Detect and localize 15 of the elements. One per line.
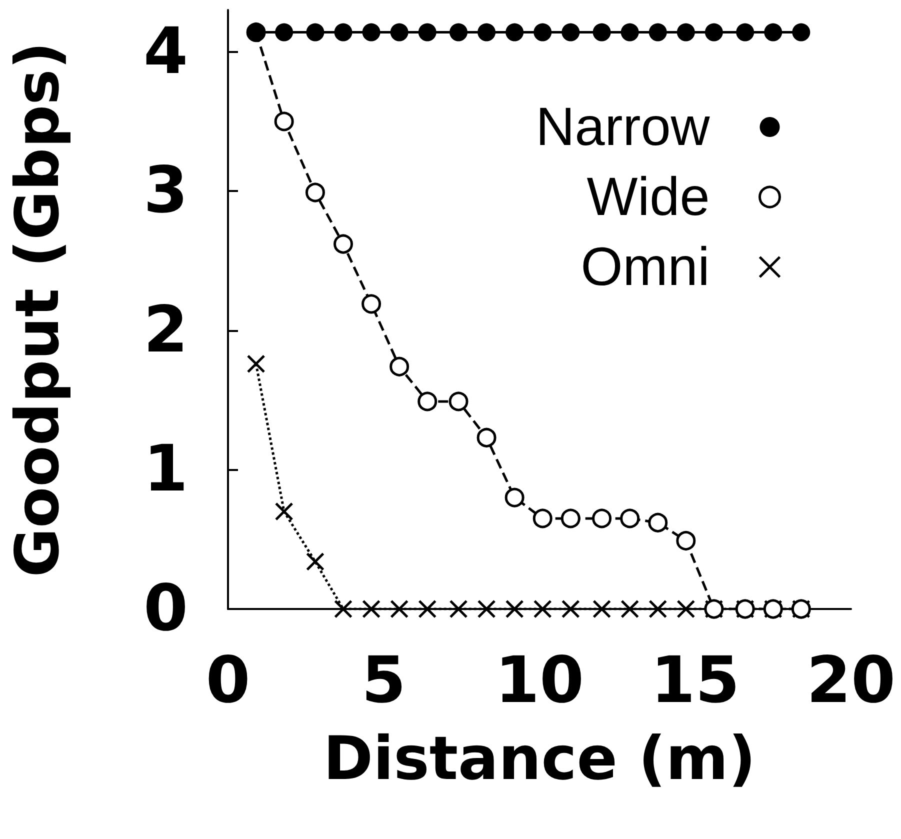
y-tick-label: 1 [143, 432, 188, 507]
x-tick-label: 0 [206, 644, 250, 718]
y-tick-label: 3 [143, 154, 188, 228]
legend-label: Wide [586, 167, 710, 227]
y-tick-label: 2 [143, 293, 188, 368]
x-tick-label: 20 [806, 644, 896, 718]
y-tick-label: 4 [143, 14, 188, 89]
x-tick-label: 10 [494, 644, 584, 718]
x-tick-label: 5 [361, 644, 406, 718]
y-axis-title: Goodput (Gbps) [3, 42, 73, 578]
legend-label: Omni [580, 237, 710, 297]
y-tick-label: 0 [143, 572, 188, 646]
x-tick-label: 15 [650, 644, 740, 718]
legend-label: Narrow [536, 97, 711, 157]
x-axis-title: Distance (m) [323, 724, 756, 794]
